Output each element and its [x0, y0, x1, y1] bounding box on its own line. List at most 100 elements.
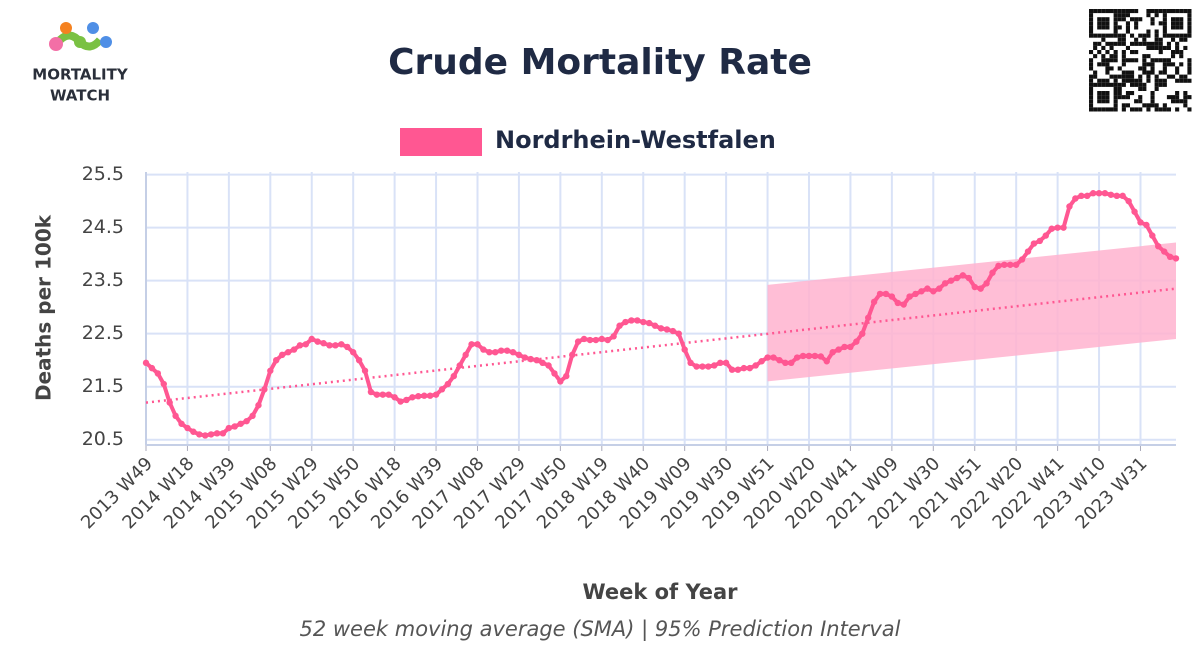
- qr-module: [1130, 70, 1135, 75]
- qr-module: [1125, 29, 1130, 34]
- qr-module: [1089, 62, 1094, 67]
- data-point: [557, 378, 564, 385]
- qr-module: [1109, 66, 1114, 71]
- qr-module: [1175, 99, 1180, 104]
- qr-module: [1101, 107, 1106, 112]
- qr-module: [1179, 25, 1184, 30]
- data-point: [1001, 261, 1008, 268]
- data-point: [716, 359, 724, 367]
- qr-module: [1150, 66, 1155, 71]
- qr-module: [1179, 50, 1184, 55]
- data-point: [853, 338, 860, 345]
- qr-module: [1109, 74, 1114, 79]
- data-point: [711, 362, 718, 369]
- qr-module: [1130, 107, 1135, 112]
- data-point: [645, 319, 653, 327]
- data-point: [1131, 208, 1138, 215]
- data-point: [610, 333, 617, 340]
- qr-module: [1117, 9, 1122, 14]
- data-point: [219, 430, 227, 437]
- data-point: [421, 392, 428, 399]
- qr-module: [1171, 17, 1176, 22]
- data-point: [539, 359, 546, 367]
- qr-module: [1117, 66, 1122, 71]
- qr-module: [1130, 82, 1135, 87]
- data-point: [847, 343, 854, 351]
- data-point: [734, 366, 742, 373]
- y-tick-label: 22.5: [82, 322, 124, 344]
- data-point: [788, 359, 795, 367]
- data-point: [166, 399, 173, 406]
- data-point: [876, 290, 884, 298]
- data-point: [864, 314, 872, 321]
- data-point: [1072, 195, 1079, 202]
- qr-module: [1089, 58, 1094, 63]
- data-point: [817, 353, 825, 360]
- qr-module: [1093, 82, 1098, 87]
- qr-module: [1183, 45, 1188, 50]
- data-point: [142, 359, 150, 367]
- y-tick-label: 25.5: [82, 163, 124, 185]
- qr-module: [1154, 37, 1159, 42]
- qr-module: [1121, 50, 1126, 55]
- qr-module: [1089, 82, 1094, 87]
- data-point: [628, 317, 635, 324]
- data-point: [1137, 219, 1144, 226]
- data-point: [426, 392, 434, 399]
- legend-label: Nordrhein-Westfalen: [495, 126, 776, 154]
- qr-module: [1101, 45, 1106, 50]
- qr-module: [1089, 91, 1094, 96]
- qr-module: [1138, 99, 1143, 104]
- data-point: [805, 352, 813, 360]
- qr-module: [1179, 54, 1184, 59]
- qr-module: [1162, 29, 1167, 34]
- qr-module: [1171, 74, 1176, 79]
- data-point: [705, 363, 712, 370]
- qr-module: [1113, 99, 1118, 104]
- data-point: [196, 431, 203, 438]
- qr-module: [1121, 78, 1126, 83]
- qr-module: [1175, 33, 1180, 38]
- data-point: [681, 346, 688, 353]
- chart-title: Crude Mortality Rate: [388, 42, 812, 83]
- qr-module: [1150, 45, 1155, 50]
- qr-module: [1138, 74, 1143, 79]
- qr-module: [1154, 107, 1159, 112]
- data-point: [983, 280, 990, 287]
- qr-module: [1130, 78, 1135, 83]
- qr-module: [1150, 70, 1155, 75]
- qr-module: [1117, 25, 1122, 30]
- qr-module: [1162, 25, 1167, 30]
- qr-module: [1097, 107, 1102, 112]
- data-point: [397, 398, 404, 405]
- qr-module: [1138, 86, 1143, 91]
- qr-module: [1101, 37, 1106, 42]
- qr-module: [1105, 66, 1110, 71]
- data-point: [1018, 256, 1026, 263]
- data-point: [338, 341, 345, 348]
- qr-module: [1117, 17, 1122, 22]
- data-point: [503, 347, 511, 354]
- data-point: [563, 372, 570, 380]
- qr-module: [1162, 13, 1167, 18]
- data-point: [740, 364, 748, 372]
- qr-module: [1154, 41, 1159, 46]
- qr-module: [1179, 33, 1184, 38]
- qr-module: [1162, 66, 1167, 71]
- qr-module: [1158, 37, 1163, 42]
- qr-module: [1146, 62, 1151, 67]
- qr-module: [1109, 54, 1114, 59]
- qr-module: [1183, 95, 1188, 100]
- qr-module: [1158, 82, 1163, 87]
- data-point: [1155, 243, 1162, 250]
- qr-module: [1121, 62, 1126, 67]
- data-point: [953, 274, 961, 282]
- qr-module: [1162, 9, 1167, 14]
- qr-module: [1175, 50, 1180, 55]
- qr-module: [1093, 45, 1098, 50]
- qr-module: [1130, 9, 1135, 14]
- data-point: [640, 318, 647, 326]
- data-point: [349, 349, 357, 356]
- qr-module: [1130, 91, 1135, 96]
- data-point: [823, 358, 830, 365]
